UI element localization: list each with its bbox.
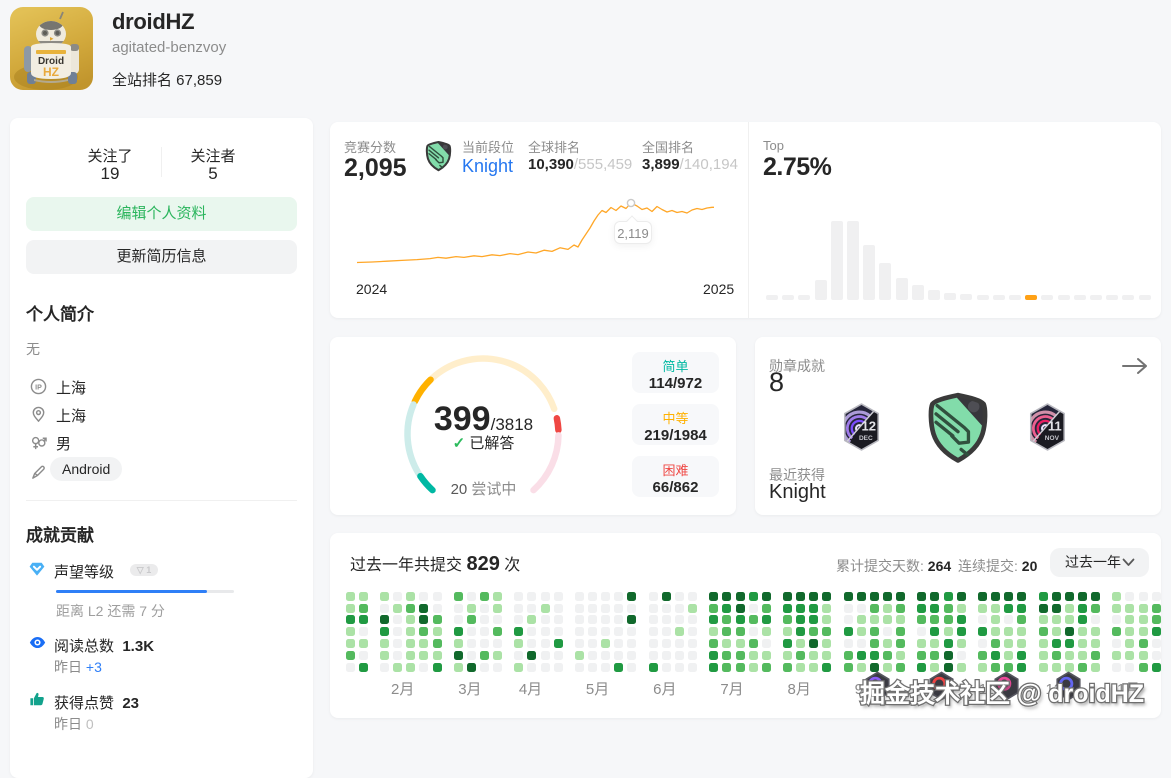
svg-text:IP: IP <box>35 383 42 391</box>
svg-text:DEC: DEC <box>859 435 873 442</box>
svg-text:12: 12 <box>861 419 876 434</box>
svg-text:11: 11 <box>1048 419 1062 434</box>
svg-text:HZ: HZ <box>43 65 59 79</box>
svg-text:Droid: Droid <box>38 56 64 67</box>
svg-text:NOV: NOV <box>1045 435 1060 442</box>
